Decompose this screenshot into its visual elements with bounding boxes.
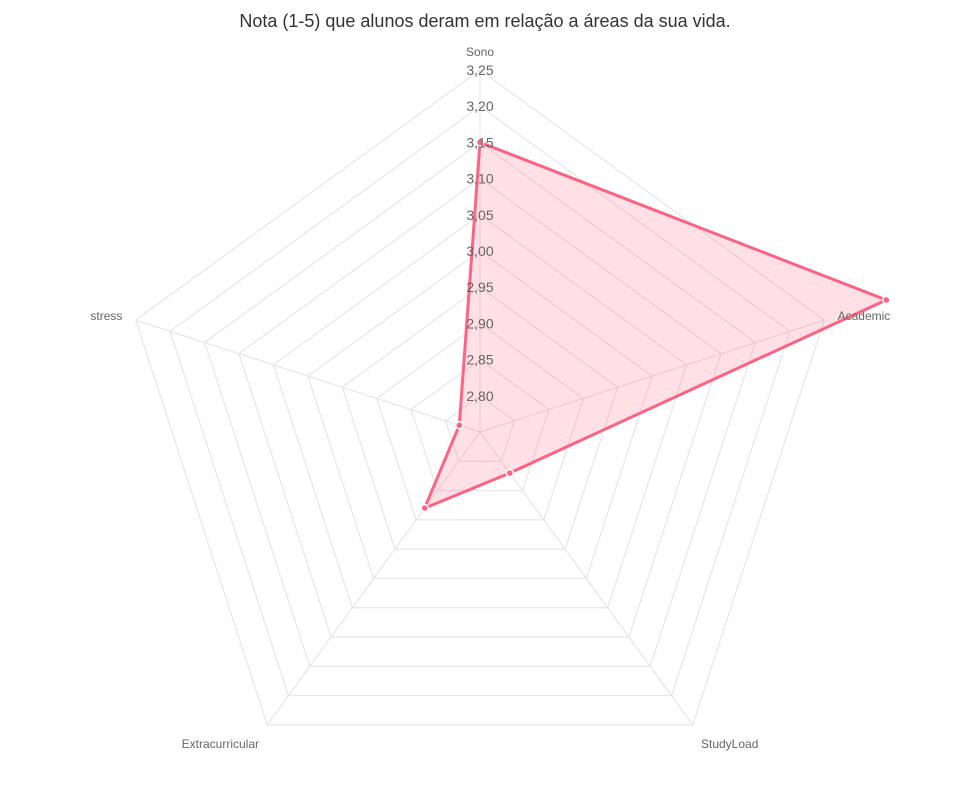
grid-ring-7 <box>204 141 756 667</box>
data-point-sono <box>475 138 485 147</box>
tick-label: 2,90 <box>466 315 493 331</box>
grid-ring-8 <box>169 105 791 697</box>
tick-label: 3,10 <box>466 171 493 187</box>
axis-label-academic: Academic <box>838 309 891 323</box>
grid-ring-4 <box>307 250 653 579</box>
grid-ring-2 <box>376 322 584 521</box>
grid-ring-1 <box>410 358 550 492</box>
series-area-0 <box>423 140 888 510</box>
data-point-extracurricular <box>420 503 429 513</box>
axis-label-stress: stress <box>90 309 122 323</box>
radial-tick-labels: 2,80 2,85 2,90 2,95 3,00 3,05 3,10 3,15 3,20 3,25 <box>466 62 493 404</box>
tick-label: 2,80 <box>466 388 493 404</box>
grid-ring-5 <box>272 214 688 609</box>
axis-label-extracurricular: Extracurricular <box>182 737 259 751</box>
grid-ring-6 <box>238 177 722 638</box>
data-point-stress <box>455 421 464 430</box>
grid-ring-3 <box>341 286 619 550</box>
radar-series <box>423 140 888 510</box>
data-point-academic <box>882 295 891 305</box>
tick-label: 2,95 <box>466 279 493 295</box>
tick-label: 2,85 <box>466 352 493 368</box>
radar-grid <box>135 69 825 726</box>
chart-title: Nota (1-5) que alunos deram em relação a… <box>239 11 731 31</box>
radar-points <box>420 138 891 513</box>
grid-ring-0 <box>445 395 515 462</box>
tick-label: 3,15 <box>466 134 493 150</box>
grid-ring-9 <box>135 69 825 726</box>
data-point-studyload <box>505 468 515 478</box>
axis-label-studyload: StudyLoad <box>701 737 758 751</box>
tick-label: 3,05 <box>466 207 493 223</box>
tick-label: 3,00 <box>466 243 493 259</box>
tick-label: 3,25 <box>466 62 493 78</box>
axis-labels: Sono Academic StudyLoad Extracurricular stre… <box>90 45 890 751</box>
tick-label: 3,20 <box>466 98 493 114</box>
axis-label-sono: Sono <box>466 45 494 59</box>
